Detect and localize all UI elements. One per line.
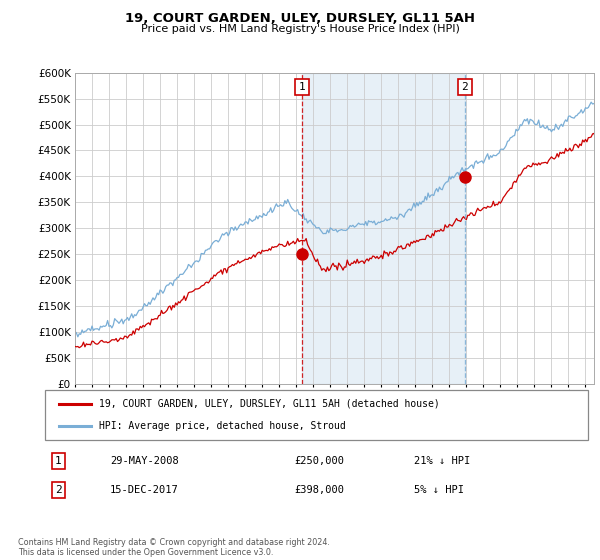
Text: 15-DEC-2017: 15-DEC-2017 (110, 486, 179, 496)
Text: 2: 2 (55, 486, 62, 496)
Text: £250,000: £250,000 (295, 456, 345, 466)
Text: 19, COURT GARDEN, ULEY, DURSLEY, GL11 5AH: 19, COURT GARDEN, ULEY, DURSLEY, GL11 5A… (125, 12, 475, 25)
Text: Contains HM Land Registry data © Crown copyright and database right 2024.
This d: Contains HM Land Registry data © Crown c… (18, 538, 330, 557)
Text: 19, COURT GARDEN, ULEY, DURSLEY, GL11 5AH (detached house): 19, COURT GARDEN, ULEY, DURSLEY, GL11 5A… (100, 399, 440, 409)
Text: HPI: Average price, detached house, Stroud: HPI: Average price, detached house, Stro… (100, 421, 346, 431)
Text: 2: 2 (461, 82, 469, 92)
Text: £398,000: £398,000 (295, 486, 345, 496)
Text: 21% ↓ HPI: 21% ↓ HPI (414, 456, 470, 466)
Bar (302, 73, 465, 384)
FancyBboxPatch shape (45, 390, 588, 440)
Text: 5% ↓ HPI: 5% ↓ HPI (414, 486, 464, 496)
Text: Price paid vs. HM Land Registry's House Price Index (HPI): Price paid vs. HM Land Registry's House … (140, 24, 460, 34)
Text: 1: 1 (55, 456, 62, 466)
Text: 29-MAY-2008: 29-MAY-2008 (110, 456, 179, 466)
Text: 1: 1 (299, 82, 305, 92)
